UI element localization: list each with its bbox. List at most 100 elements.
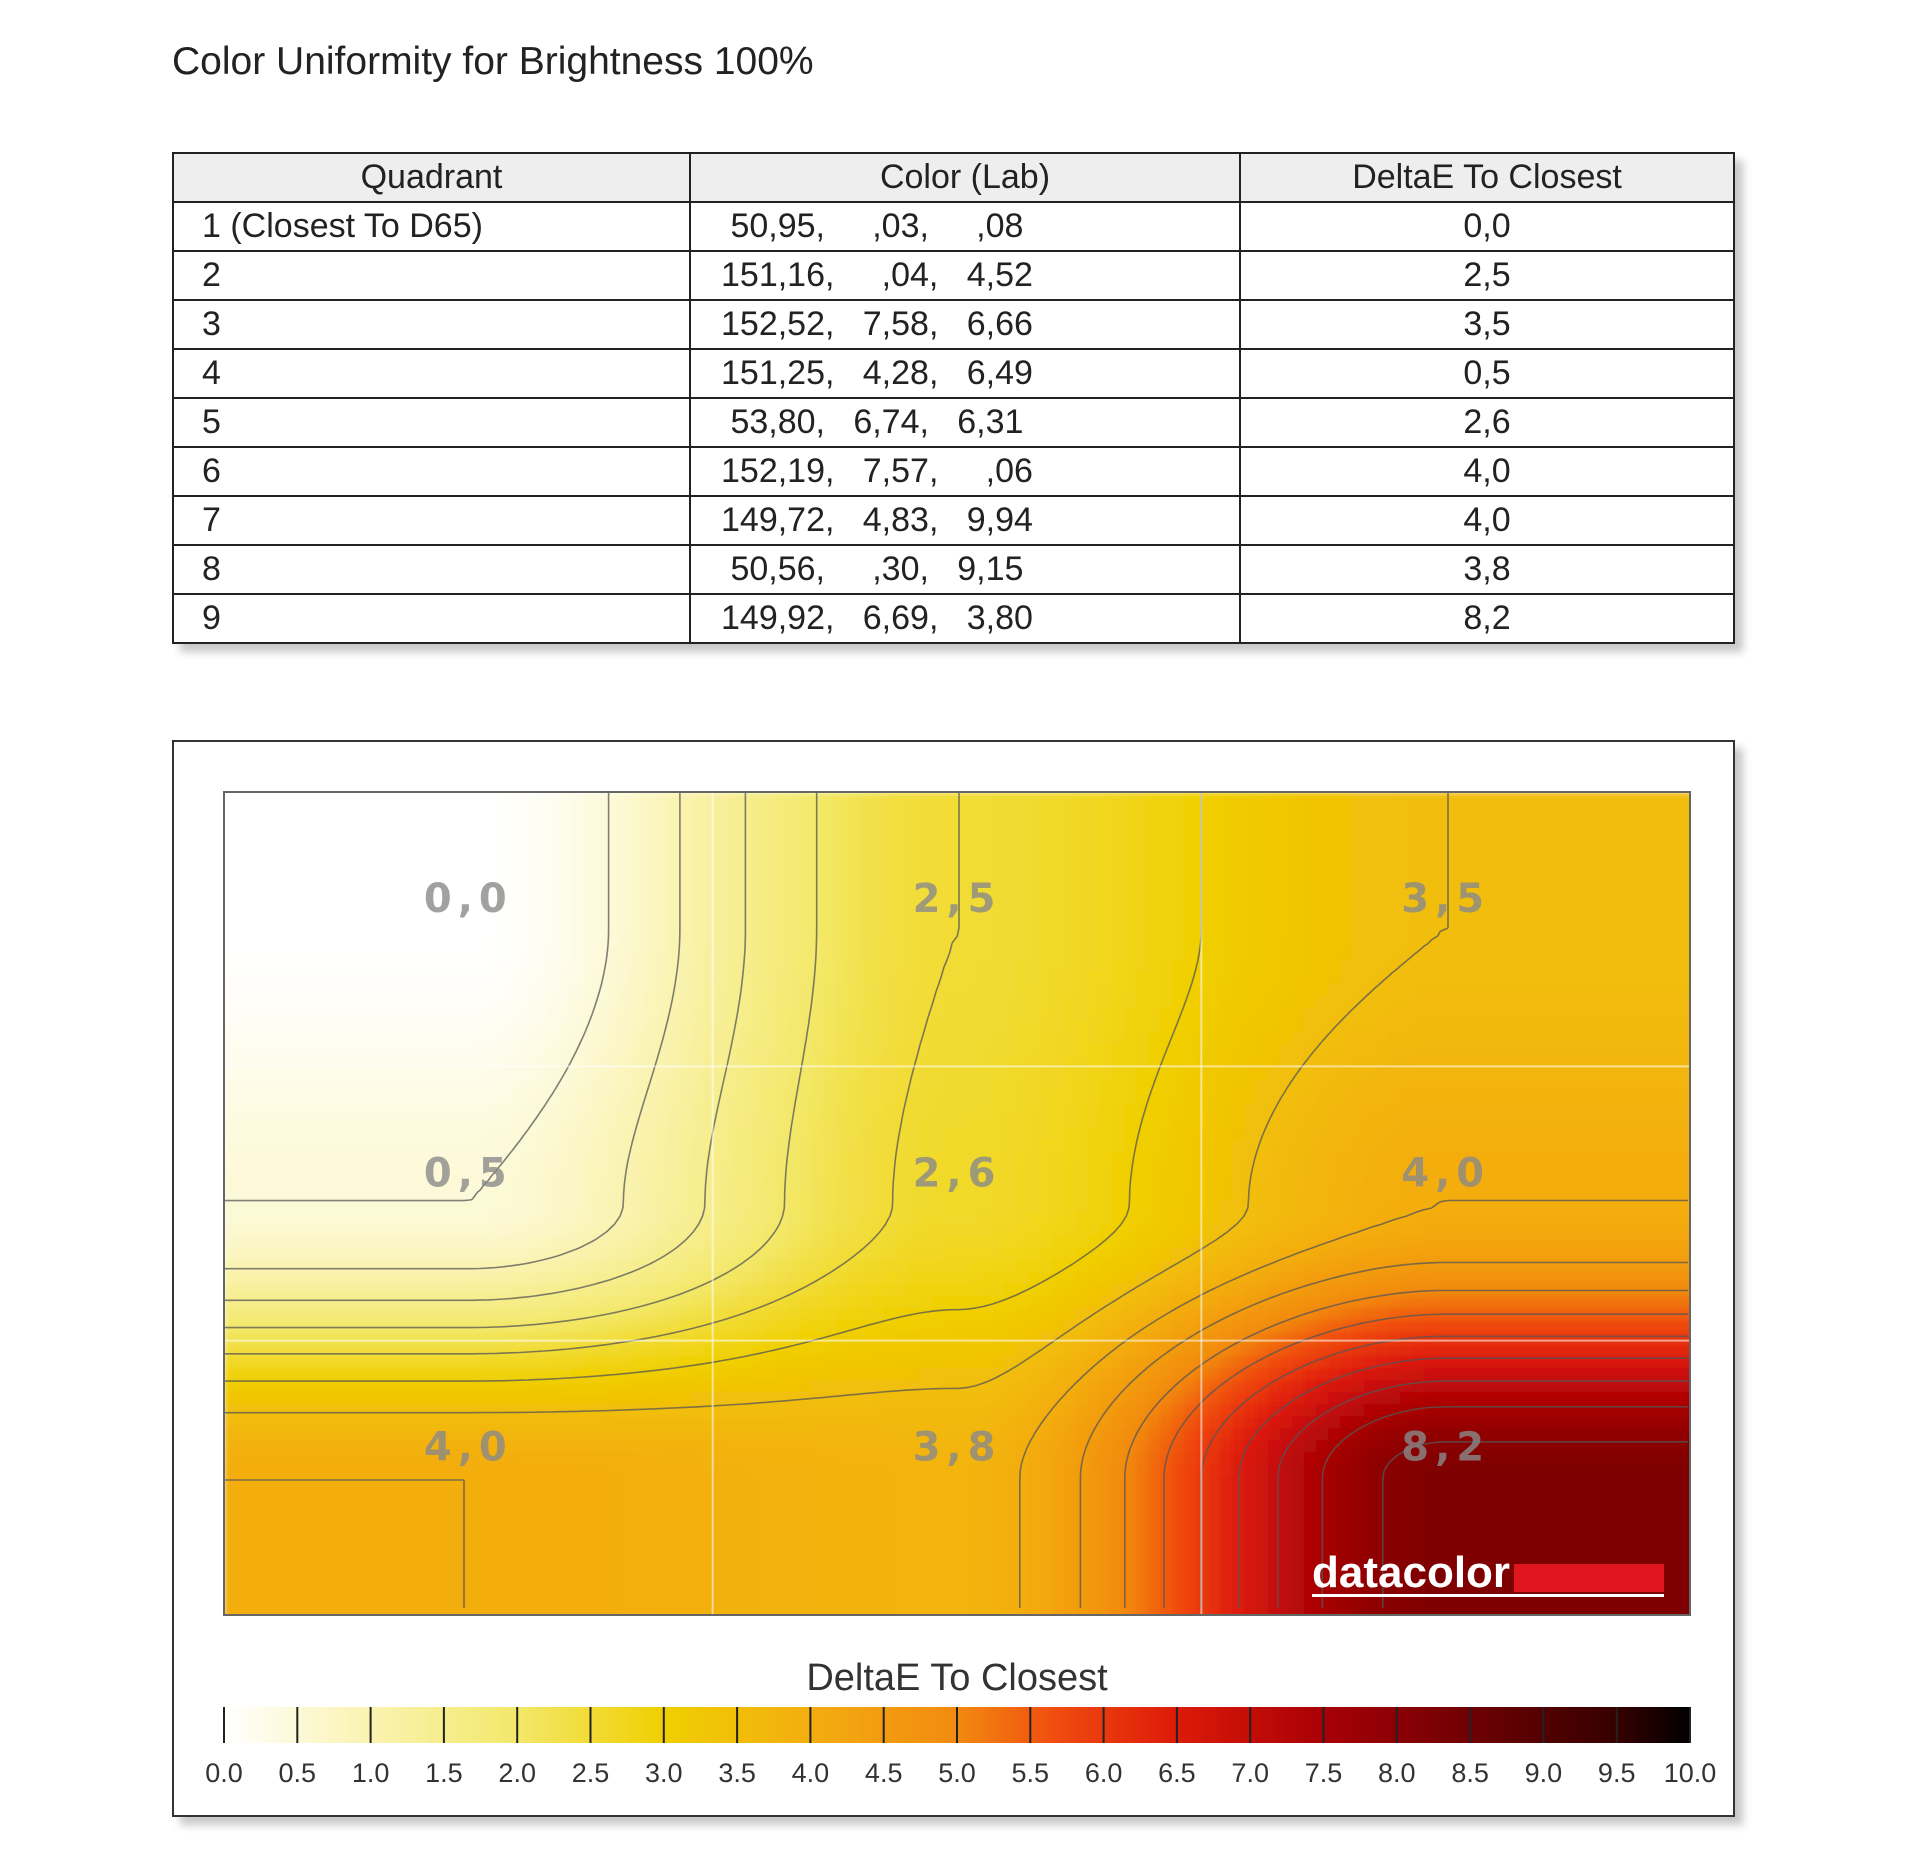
heat-cell bbox=[308, 1128, 321, 1141]
heat-cell bbox=[1184, 1104, 1197, 1117]
heat-cell bbox=[308, 900, 321, 913]
heat-cell bbox=[296, 1032, 309, 1045]
heat-cell bbox=[548, 888, 561, 901]
heat-cell bbox=[1616, 816, 1629, 829]
heat-cell bbox=[1292, 1020, 1305, 1033]
heat-cell bbox=[752, 840, 765, 853]
heat-cell bbox=[1580, 996, 1593, 1009]
heat-cell bbox=[644, 804, 657, 817]
heat-cell bbox=[488, 1224, 501, 1237]
heat-cell bbox=[1604, 1188, 1617, 1201]
heat-cell bbox=[872, 828, 885, 841]
heat-cell bbox=[500, 1272, 513, 1285]
heat-cell bbox=[560, 960, 573, 973]
heat-cell bbox=[440, 1044, 453, 1057]
heat-cell bbox=[1664, 936, 1677, 949]
heat-cell bbox=[1292, 828, 1305, 841]
heat-cell bbox=[1376, 936, 1389, 949]
heat-cell bbox=[1532, 1104, 1545, 1117]
heat-cell bbox=[1364, 1080, 1377, 1093]
heat-cell bbox=[284, 828, 297, 841]
heat-cell bbox=[1220, 852, 1233, 865]
heat-cell bbox=[1136, 972, 1149, 985]
heat-cell bbox=[1436, 960, 1449, 973]
heat-cell bbox=[1544, 948, 1557, 961]
heat-cell bbox=[404, 1224, 417, 1237]
heat-cell bbox=[1616, 1008, 1629, 1021]
deltae-cell: 0,5 bbox=[1239, 348, 1735, 399]
heat-cell bbox=[272, 1080, 285, 1093]
heat-cell bbox=[1652, 936, 1665, 949]
heat-cell bbox=[380, 792, 393, 805]
heat-cell bbox=[1028, 1224, 1041, 1237]
heat-cell bbox=[248, 804, 261, 817]
heat-cell bbox=[236, 1176, 249, 1189]
heat-cell bbox=[908, 840, 921, 853]
heat-cell bbox=[1340, 948, 1353, 961]
heat-cell bbox=[608, 876, 621, 889]
heat-cell bbox=[368, 1200, 381, 1213]
heat-cell bbox=[680, 804, 693, 817]
heat-cell bbox=[1520, 1200, 1533, 1213]
heat-cell bbox=[344, 1176, 357, 1189]
heat-cell bbox=[908, 792, 921, 805]
heat-cell bbox=[464, 1236, 477, 1249]
heat-cell bbox=[944, 912, 957, 925]
heat-cell bbox=[476, 1068, 489, 1081]
heat-cell bbox=[1616, 960, 1629, 973]
heat-cell bbox=[1172, 912, 1185, 925]
heat-cell bbox=[1676, 984, 1689, 997]
heat-cell bbox=[1508, 972, 1521, 985]
heat-cell bbox=[920, 828, 933, 841]
heat-cell bbox=[452, 996, 465, 1009]
heat-cell bbox=[692, 1176, 705, 1189]
heat-cell bbox=[1592, 1236, 1605, 1249]
heat-cell bbox=[416, 1140, 429, 1153]
heat-cell bbox=[248, 1236, 261, 1249]
heat-cell bbox=[248, 1224, 261, 1237]
heat-cell bbox=[704, 816, 717, 829]
heat-cell bbox=[1532, 792, 1545, 805]
heat-cell bbox=[1520, 1068, 1533, 1081]
heat-cell bbox=[1148, 996, 1161, 1009]
heat-cell bbox=[1472, 1188, 1485, 1201]
heat-cell bbox=[764, 804, 777, 817]
heat-cell bbox=[1604, 912, 1617, 925]
heat-cell bbox=[968, 804, 981, 817]
heat-cell bbox=[1592, 876, 1605, 889]
heat-cell bbox=[656, 1248, 669, 1261]
heat-cell bbox=[368, 1116, 381, 1129]
heat-cell bbox=[992, 1128, 1005, 1141]
heat-cell bbox=[608, 828, 621, 841]
heat-cell bbox=[860, 960, 873, 973]
heat-cell bbox=[908, 1200, 921, 1213]
heat-cell bbox=[332, 804, 345, 817]
heat-cell bbox=[1184, 900, 1197, 913]
heat-cell bbox=[560, 1200, 573, 1213]
heat-cell bbox=[1448, 912, 1461, 925]
heat-cell bbox=[1280, 1020, 1293, 1033]
heat-cell bbox=[1472, 852, 1485, 865]
heat-cell bbox=[1160, 1164, 1173, 1177]
heat-cell bbox=[1640, 1104, 1653, 1117]
heat-cell bbox=[1580, 1104, 1593, 1117]
heat-cell bbox=[248, 840, 261, 853]
heat-cell bbox=[260, 1176, 273, 1189]
heat-cell bbox=[1148, 1104, 1161, 1117]
heat-cell bbox=[1208, 924, 1221, 937]
heat-cell bbox=[452, 1248, 465, 1261]
heat-cell bbox=[320, 996, 333, 1009]
heat-cell bbox=[584, 1032, 597, 1045]
heat-cell bbox=[1352, 1176, 1365, 1189]
heat-cell bbox=[1064, 1008, 1077, 1021]
heat-cell bbox=[428, 1260, 441, 1273]
heat-cell bbox=[1112, 828, 1125, 841]
heat-cell bbox=[1568, 1212, 1581, 1225]
heat-cell bbox=[980, 840, 993, 853]
heat-cell bbox=[248, 1200, 261, 1213]
heat-cell bbox=[1124, 1224, 1137, 1237]
heat-cell bbox=[872, 948, 885, 961]
heat-cell bbox=[1544, 840, 1557, 853]
heat-cell bbox=[1028, 1104, 1041, 1117]
heat-cell bbox=[992, 1212, 1005, 1225]
